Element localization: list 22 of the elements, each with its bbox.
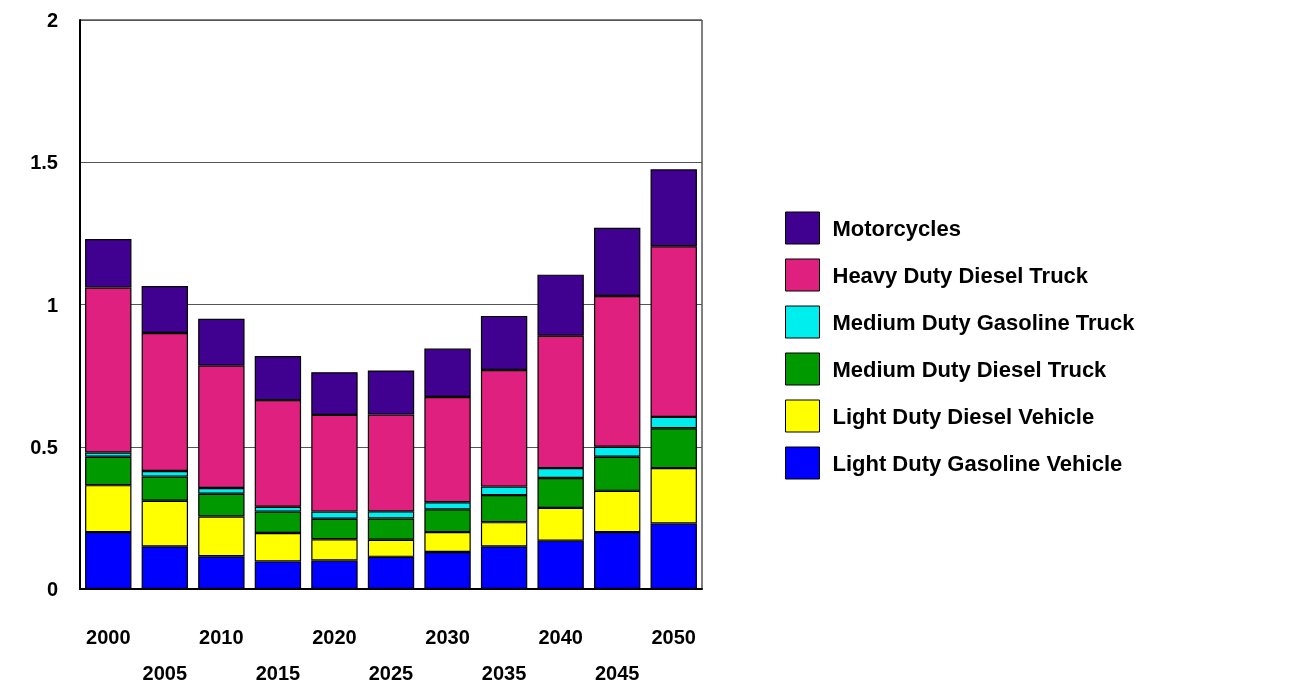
legend-label: Light Duty Diesel Vehicle xyxy=(832,403,1095,429)
y-tick-label: 2 xyxy=(46,9,58,31)
x-tick-label: 2000 xyxy=(86,626,131,648)
legend-label: Motorcycles xyxy=(832,215,961,241)
y-tick-label: 1 xyxy=(46,293,58,316)
x-tick-label: 2015 xyxy=(255,662,301,684)
y-tick-label: 0.5 xyxy=(30,435,58,458)
legend-label: Medium Duty Diesel Truck xyxy=(832,356,1108,382)
x-tick-label: 2010 xyxy=(199,626,244,648)
y-tick-label: 1.5 xyxy=(30,151,58,174)
x-tick-label: 2005 xyxy=(142,662,188,684)
x-tick-label: 2025 xyxy=(368,662,414,684)
legend-label: Light Duty Gasoline Vehicle xyxy=(832,450,1123,476)
x-tick-label: 2030 xyxy=(425,626,470,648)
y-tick-label: 0 xyxy=(46,578,58,600)
x-tick-label: 2040 xyxy=(538,626,583,648)
legend-label: Medium Duty Gasoline Truck xyxy=(832,309,1136,335)
legend-label: Heavy Duty Diesel Truck xyxy=(832,262,1089,288)
x-tick-label: 2050 xyxy=(651,626,696,648)
x-tick-label: 2045 xyxy=(594,662,640,684)
x-tick-label: 2020 xyxy=(312,626,357,648)
x-tick-label: 2035 xyxy=(481,662,527,684)
